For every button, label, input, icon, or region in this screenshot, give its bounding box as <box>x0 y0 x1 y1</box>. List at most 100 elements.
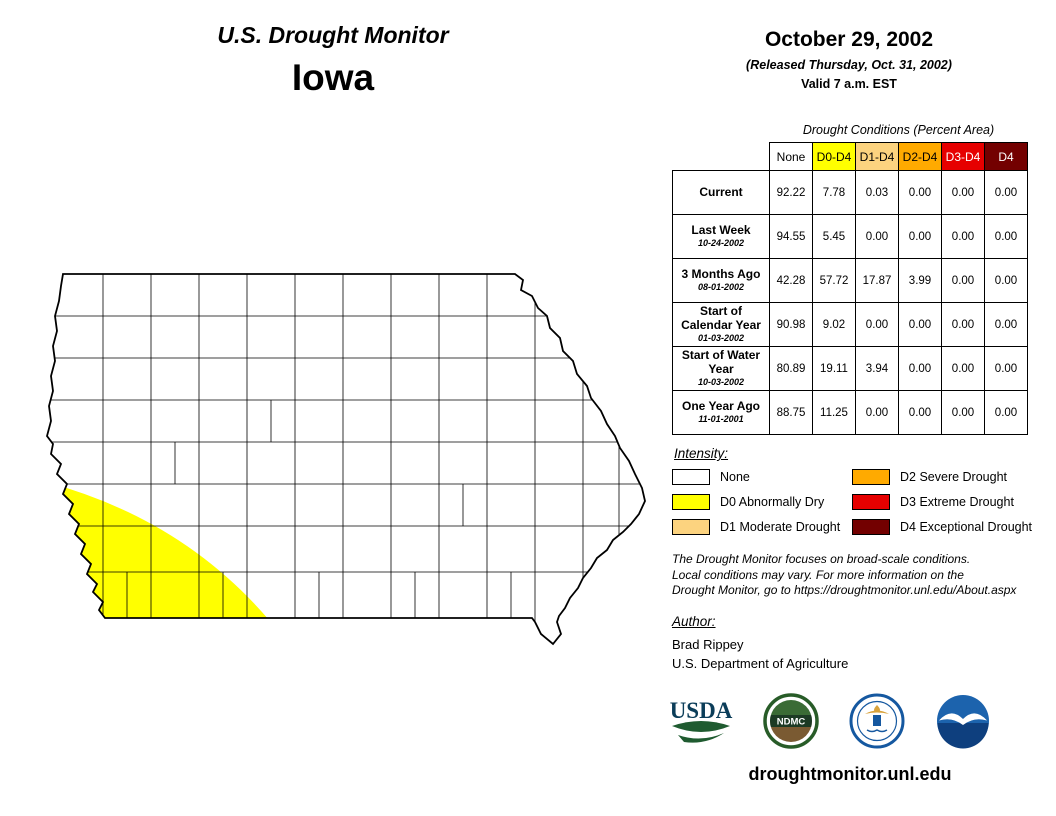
row-label: Start of Calendar Year 01-03-2002 <box>672 302 770 347</box>
table-cell: 0.00 <box>984 170 1028 215</box>
table-cell: 0.00 <box>984 346 1028 391</box>
table-cell: 0.00 <box>941 258 985 303</box>
table-cell: 3.94 <box>855 346 899 391</box>
row-label-date: 01-03-2002 <box>697 332 745 343</box>
row-label-text: 3 Months Ago <box>681 267 761 282</box>
author-heading: Author: <box>672 614 716 629</box>
table-cell: 0.00 <box>984 258 1028 303</box>
county-grid <box>47 274 645 644</box>
row-label: Start of Water Year 10-03-2002 <box>672 346 770 391</box>
table-caption: Drought Conditions (Percent Area) <box>802 123 995 137</box>
table-cell: 11.25 <box>812 390 856 435</box>
table-cell: 88.75 <box>769 390 813 435</box>
table-cell: 0.00 <box>898 346 942 391</box>
table-cell: 80.89 <box>769 346 813 391</box>
footer-url: droughtmonitor.unl.edu <box>748 764 952 784</box>
legend-label: D4 Exceptional Drought <box>900 520 1033 534</box>
column-header-d4: D4 <box>984 142 1028 171</box>
table-row-last-week: Last Week 10-24-2002 94.55 5.45 0.00 0.0… <box>672 214 1028 259</box>
legend-label: D0 Abnormally Dry <box>720 495 825 509</box>
table-cell: 7.78 <box>812 170 856 215</box>
legend-label: D1 Moderate Drought <box>720 520 841 534</box>
legend-swatch-d2 <box>852 469 890 485</box>
valid-time: Valid 7 a.m. EST <box>801 77 897 91</box>
row-label: Current <box>672 170 770 215</box>
table-row-one-year-ago: One Year Ago 11-01-2001 88.75 11.25 0.00… <box>672 390 1028 435</box>
table-cell: 19.11 <box>812 346 856 391</box>
usda-logo-text: USDA <box>670 698 733 723</box>
row-label: One Year Ago 11-01-2001 <box>672 390 770 435</box>
column-header-d3-d4: D3-D4 <box>941 142 985 171</box>
table-cell: 0.00 <box>855 302 899 347</box>
table-cell: 9.02 <box>812 302 856 347</box>
row-label: 3 Months Ago 08-01-2002 <box>672 258 770 303</box>
table-cell: 57.72 <box>812 258 856 303</box>
table-header-row: None D0-D4 D1-D4 D2-D4 D3-D4 D4 <box>672 142 1028 171</box>
table-cell: 94.55 <box>769 214 813 259</box>
legend-label: D3 Extreme Drought <box>900 495 1014 509</box>
row-label-text: Last Week <box>691 223 751 238</box>
noaa-logo <box>937 695 989 749</box>
legend-swatch-d1 <box>672 519 710 535</box>
state-name: Iowa <box>291 57 375 98</box>
table-cell: 0.00 <box>898 390 942 435</box>
table-cell: 0.00 <box>984 214 1028 259</box>
legend-label: D2 Severe Drought <box>900 470 1008 484</box>
table-cell: 0.00 <box>855 214 899 259</box>
row-label-date: 11-01-2001 <box>698 414 744 424</box>
table-row-start-calendar-year: Start of Calendar Year 01-03-2002 90.98 … <box>672 302 1028 347</box>
row-label-date: 08-01-2002 <box>697 282 745 292</box>
table-row-3-months-ago: 3 Months Ago 08-01-2002 42.28 57.72 17.8… <box>672 258 1028 303</box>
table-cell: 3.99 <box>898 258 942 303</box>
legend-label: None <box>720 470 750 484</box>
legend-swatch-d0 <box>672 494 710 510</box>
map-date: October 29, 2002 <box>764 28 934 51</box>
usda-logo: USDA <box>670 698 733 743</box>
date-block: October 29, 2002 (Released Thursday, Oct… <box>668 28 1030 91</box>
legend-item-d3: D3 Extreme Drought <box>852 494 1032 510</box>
legend-item-d2: D2 Severe Drought <box>852 469 1032 485</box>
table-row-start-water-year: Start of Water Year 10-03-2002 80.89 19.… <box>672 346 1028 391</box>
table-cell: 0.00 <box>898 214 942 259</box>
table-cell: 0.00 <box>941 346 985 391</box>
legend-item-d4: D4 Exceptional Drought <box>852 519 1032 535</box>
row-label-text: One Year Ago <box>681 399 761 414</box>
ndmc-logo-text: NDMC <box>777 717 806 728</box>
table-cell: 92.22 <box>769 170 813 215</box>
disclaimer-text: The Drought Monitor focuses on broad-sca… <box>672 552 1017 598</box>
title-block: U.S. Drought Monitor Iowa <box>133 22 533 99</box>
row-label: Last Week 10-24-2002 <box>672 214 770 259</box>
legend-title: Intensity: <box>674 446 729 461</box>
legend-swatch-none <box>672 469 710 485</box>
legend-item-d0: D0 Abnormally Dry <box>672 494 852 510</box>
table-cell: 17.87 <box>855 258 899 303</box>
column-header-d1-d4: D1-D4 <box>855 142 899 171</box>
column-header-d2-d4: D2-D4 <box>898 142 942 171</box>
table-cell: 0.00 <box>941 390 985 435</box>
table-cell: 0.03 <box>855 170 899 215</box>
ndmc-logo: NDMC <box>763 693 819 749</box>
row-label-date: 10-03-2002 <box>697 376 745 387</box>
commerce-seal-logo <box>849 693 905 749</box>
intensity-legend: None D0 Abnormally Dry D1 Moderate Droug… <box>672 469 1032 535</box>
table-cell: 42.28 <box>769 258 813 303</box>
author-organization: U.S. Department of Agriculture <box>672 656 849 671</box>
table-cell: 0.00 <box>898 302 942 347</box>
table-cell: 0.00 <box>941 302 985 347</box>
row-label-text: Start of Water Year <box>681 348 761 377</box>
table-cell: 0.00 <box>898 170 942 215</box>
release-date: (Released Thursday, Oct. 31, 2002) <box>746 58 952 72</box>
table-cell: 5.45 <box>812 214 856 259</box>
author-name: Brad Rippey <box>672 637 744 652</box>
legend-item-d1: D1 Moderate Drought <box>672 519 852 535</box>
logo-row: USDA NDMC <box>668 692 1020 750</box>
row-label-date: 10-24-2002 <box>697 238 745 248</box>
legend-item-none: None <box>672 469 852 485</box>
table-row-current: Current 92.22 7.78 0.03 0.00 0.00 0.00 <box>672 170 1028 215</box>
table-cell: 0.00 <box>941 170 985 215</box>
column-header-d0-d4: D0-D4 <box>812 142 856 171</box>
column-header-none: None <box>769 142 813 171</box>
legend-swatch-d4 <box>852 519 890 535</box>
row-label-text: Start of Calendar Year <box>681 304 761 333</box>
